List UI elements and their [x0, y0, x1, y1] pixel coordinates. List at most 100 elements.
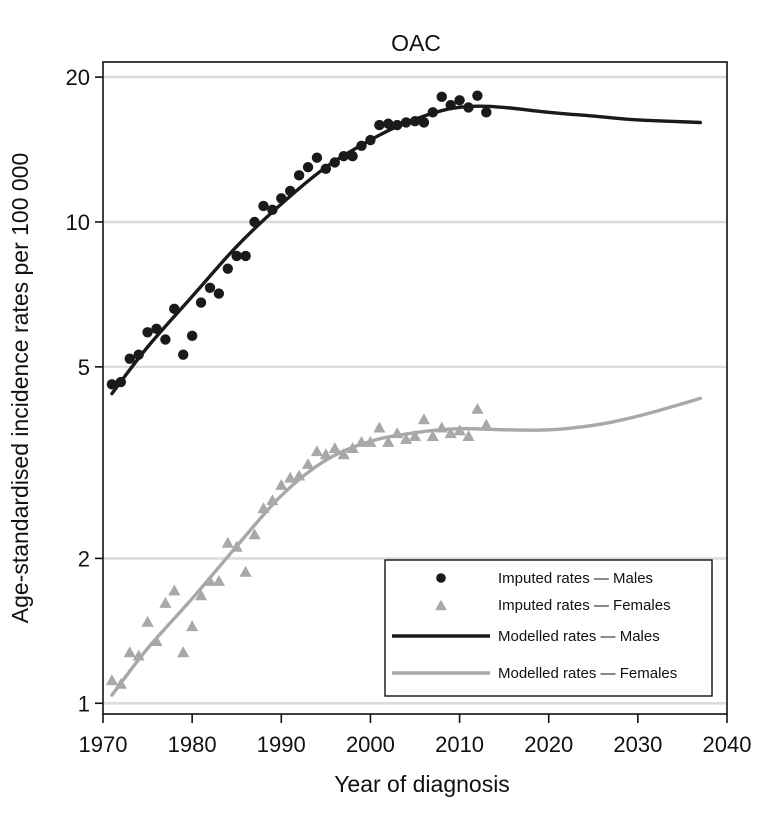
- imputed-rates-females-point: [230, 540, 243, 552]
- imputed-rates-males-point: [338, 150, 349, 162]
- imputed-rates-females-point: [408, 430, 422, 441]
- imputed-rates-females-point: [266, 494, 279, 506]
- imputed-rates-females-point: [284, 471, 297, 483]
- imputed-rates-females-point: [319, 448, 332, 460]
- imputed-rates-males-point: [391, 119, 403, 131]
- imputed-rates-males-point: [365, 134, 376, 146]
- imputed-rates-females-point: [364, 436, 377, 447]
- imputed-rates-males-point: [383, 118, 394, 129]
- imputed-rates-males-point: [276, 193, 287, 204]
- imputed-rates-males-point: [142, 327, 153, 338]
- imputed-rates-females-point: [328, 442, 341, 453]
- imputed-rates-males-point: [311, 152, 323, 163]
- legend-marker-triangle: [435, 599, 447, 611]
- x-tick-label: 1970: [79, 732, 128, 757]
- imputed-rates-females-point: [221, 536, 234, 548]
- imputed-rates-males-point: [258, 200, 269, 212]
- imputed-rates-males-point: [463, 102, 474, 113]
- imputed-rates-males-point: [302, 161, 314, 173]
- imputed-rates-males-point: [400, 117, 412, 128]
- imputed-rates-females-point: [391, 427, 404, 439]
- plot-frame: [102, 61, 728, 715]
- imputed-rates-females-point: [382, 436, 395, 447]
- imputed-rates-males-point: [133, 349, 144, 360]
- imputed-rates-males-point: [418, 117, 430, 128]
- y-tick-label: 20: [66, 65, 90, 90]
- imputed-rates-females-point: [212, 575, 225, 586]
- x-tick-label: 2030: [613, 732, 662, 757]
- y-tick-label: 1: [78, 691, 90, 716]
- imputed-rates-males-point: [329, 157, 340, 168]
- y-tick-label: 10: [66, 210, 90, 235]
- imputed-rates-females-point: [141, 615, 154, 627]
- imputed-rates-males-point: [267, 204, 278, 216]
- imputed-rates-males-point: [249, 216, 260, 228]
- imputed-rates-females-point: [123, 646, 136, 658]
- imputed-rates-males-point: [231, 250, 242, 262]
- imputed-rates-females-point: [150, 635, 163, 646]
- imputed-rates-females-point: [337, 448, 350, 460]
- imputed-rates-males-point: [409, 115, 421, 127]
- legend-items: Imputed rates — Males Imputed rates — Fem…: [392, 570, 677, 682]
- imputed-rates-males-point: [436, 91, 447, 103]
- imputed-rates-females-point: [310, 445, 323, 457]
- imputed-rates-females-point: [114, 678, 127, 689]
- y-axis-title: Age-standardised incidence rates per 100…: [7, 153, 33, 624]
- imputed-rates-females-point: [301, 458, 315, 469]
- imputed-rates-males-point: [374, 119, 385, 131]
- imputed-rates-males-point: [356, 140, 367, 151]
- imputed-rates-females-point: [444, 427, 457, 439]
- imputed-rates-males-point: [481, 107, 492, 118]
- imputed-rates-females-point: [239, 565, 252, 577]
- y-tick-label: 2: [78, 546, 90, 571]
- imputed-rates-males-point: [472, 90, 483, 101]
- legend-marker-circle: [436, 573, 446, 583]
- imputed-rates-females-point: [105, 674, 118, 686]
- imputed-rates-females-point: [203, 575, 217, 586]
- imputed-rates-males-point: [427, 107, 439, 118]
- imputed-rates-females-point: [177, 646, 190, 658]
- imputed-rates-males-point: [115, 376, 127, 388]
- imputed-rates-females-point: [346, 442, 359, 453]
- imputed-rates-females-point: [195, 589, 208, 601]
- imputed-rates-females-point: [453, 424, 466, 436]
- imputed-rates-males-point: [178, 349, 189, 360]
- imputed-rates-males-point: [454, 95, 465, 106]
- x-tick-label: 2000: [346, 732, 395, 757]
- legend-label: Modelled rates — Females: [498, 665, 677, 682]
- axis-layer: 1 2 5 10 20 1970 1980 1990 2000 2010 2020 2030 2040: [66, 65, 752, 757]
- x-tick-label: 1990: [257, 732, 306, 757]
- marker-layer: [105, 90, 493, 689]
- imputed-rates-males-point: [151, 323, 162, 334]
- imputed-rates-females-point: [168, 584, 181, 596]
- imputed-rates-males-point: [213, 288, 225, 299]
- imputed-rates-females-point: [417, 413, 430, 425]
- chart-title: OAC: [391, 30, 441, 56]
- imputed-rates-females-point: [248, 528, 261, 540]
- imputed-rates-males-point: [347, 150, 358, 162]
- imputed-rates-females-point: [400, 433, 413, 444]
- imputed-rates-females-point: [373, 421, 386, 433]
- imputed-rates-females-point: [186, 620, 199, 632]
- imputed-rates-males-point: [186, 330, 198, 342]
- imputed-rates-males-point: [195, 297, 207, 308]
- imputed-rates-females-point: [426, 430, 439, 441]
- x-tick-label: 2040: [703, 732, 752, 757]
- x-axis-title: Year of diagnosis: [334, 771, 510, 797]
- legend-label: Imputed rates — Females: [498, 597, 671, 614]
- imputed-rates-females-point: [159, 597, 172, 608]
- y-tick-label: 5: [78, 355, 90, 380]
- imputed-rates-males-point: [106, 379, 118, 390]
- imputed-rates-females-point: [462, 430, 475, 441]
- imputed-rates-males-point: [124, 353, 135, 364]
- legend-box: [384, 559, 713, 697]
- imputed-rates-males-point: [169, 303, 180, 315]
- grid-layer: [104, 75, 726, 705]
- imputed-rates-males-point: [320, 163, 332, 174]
- imputed-rates-females-point: [293, 469, 306, 481]
- imputed-rates-females-point: [355, 436, 368, 447]
- legend-label: Modelled rates — Males: [498, 628, 660, 645]
- x-tick-label: 2020: [524, 732, 573, 757]
